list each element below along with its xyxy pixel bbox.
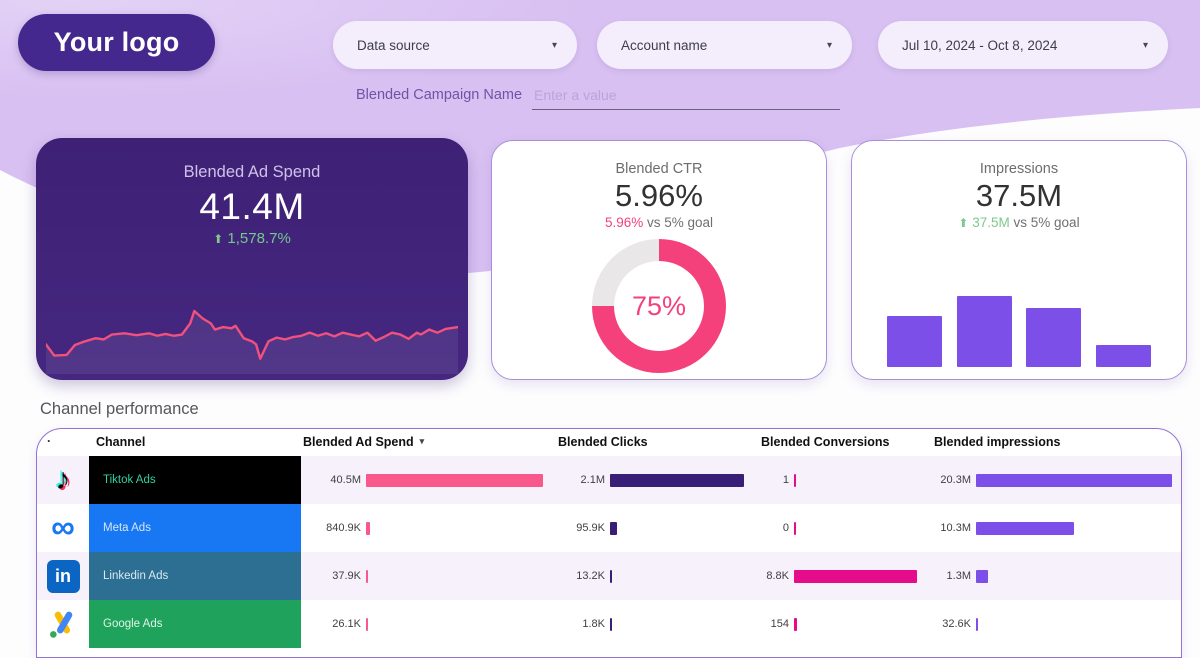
channel-performance-table: . Channel Blended Ad Spend ▾ Blended Clic…	[36, 428, 1182, 658]
impressions-value: 37.5M	[975, 178, 1063, 213]
conversions-bar	[794, 617, 797, 631]
clicks-value: 2.1M	[580, 474, 605, 486]
clicks-value: 95.9K	[576, 522, 605, 534]
conversions-bar	[794, 569, 917, 583]
section-title: Channel performance	[40, 400, 199, 418]
chevron-down-icon: ▾	[551, 39, 557, 51]
conversions-value: 8.8K	[766, 570, 789, 582]
logo: Your logo	[18, 14, 215, 71]
data-source-label: Data source	[357, 37, 430, 53]
bar	[956, 296, 1012, 367]
campaign-filter-row: Blended Campaign Name	[356, 84, 841, 110]
date-range-label: Jul 10, 2024 - Oct 8, 2024	[902, 37, 1058, 53]
impressions-goal-compare: ⬆ 37.5M vs 5% goal	[958, 215, 1080, 230]
ctr-value: 5.96%	[615, 178, 703, 213]
meta-icon: ∞	[51, 507, 75, 545]
bar	[1026, 308, 1082, 367]
table-row[interactable]: Google Ads 26.1K 1.8K 154 32.6K	[37, 600, 1181, 648]
impressions-bar-chart	[887, 291, 1151, 367]
campaign-name-label: Blended Campaign Name	[356, 87, 523, 103]
clicks-bar	[610, 473, 744, 487]
column-header-clicks[interactable]: Blended Clicks	[558, 435, 648, 449]
google-ads-icon	[49, 611, 72, 638]
conversions-value: 0	[782, 522, 789, 534]
ad-spend-delta: ⬆ 1,578.7%	[213, 230, 291, 247]
linkedin-icon: in	[46, 559, 80, 593]
campaign-name-input[interactable]	[532, 84, 841, 110]
account-name-dropdown[interactable]: Account name ▾	[597, 21, 852, 69]
impressions-bar	[976, 473, 1172, 487]
bar	[887, 316, 942, 367]
chevron-down-icon: ▾	[1142, 39, 1148, 51]
clicks-value: 1.8K	[582, 618, 605, 630]
channel-name: Meta Ads	[103, 522, 151, 534]
impressions-title: Impressions	[979, 161, 1059, 177]
channel-name: Tiktok Ads	[103, 474, 156, 486]
impressions-value: 32.6K	[942, 618, 971, 630]
impressions-bar	[976, 569, 988, 583]
column-header-impressions[interactable]: Blended impressions	[934, 435, 1061, 449]
table-row[interactable]: in Linkedin Ads 37.9K 13.2K 8.8K 1.3M	[37, 552, 1181, 600]
ctr-title: Blended CTR	[615, 161, 703, 177]
ctr-card: Blended CTR 5.96% 5.96% vs 5% goal 75%	[491, 140, 827, 380]
column-header-conversions[interactable]: Blended Conversions	[761, 435, 890, 449]
ad-spend-bar	[366, 473, 543, 487]
channel-name: Linkedin Ads	[103, 570, 169, 582]
table-header-row: . Channel Blended Ad Spend ▾ Blended Clic…	[37, 429, 1181, 456]
impressions-bar	[976, 521, 1074, 535]
conversions-bar	[794, 521, 796, 535]
clicks-bar	[610, 569, 612, 583]
bar	[1095, 345, 1151, 367]
account-name-label: Account name	[621, 37, 708, 53]
ad-spend-sparkline	[44, 309, 460, 374]
ad-spend-value: 37.9K	[332, 570, 361, 582]
ctr-goal-compare: 5.96% vs 5% goal	[604, 215, 714, 230]
clicks-bar	[610, 617, 612, 631]
table-corner-label: .	[47, 431, 51, 445]
tiktok-icon: ♪	[55, 463, 71, 496]
clicks-value: 13.2K	[576, 570, 605, 582]
ctr-gauge-label: 75%	[631, 290, 687, 321]
impressions-card: Impressions 37.5M ⬆ 37.5M vs 5% goal	[851, 140, 1187, 380]
ad-spend-bar	[366, 569, 368, 583]
impressions-value: 1.3M	[946, 570, 971, 582]
impressions-value: 10.3M	[940, 522, 971, 534]
column-header-channel: Channel	[96, 435, 146, 449]
impressions-bar	[976, 617, 978, 631]
column-header-ad-spend[interactable]: Blended Ad Spend ▾	[303, 435, 425, 449]
conversions-value: 154	[770, 618, 789, 630]
channel-name: Google Ads	[103, 618, 163, 630]
data-source-dropdown[interactable]: Data source ▾	[333, 21, 577, 69]
ad-spend-bar	[366, 617, 368, 631]
ad-spend-value: 840.9K	[326, 522, 361, 534]
up-arrow-icon: ⬆	[213, 232, 224, 246]
up-arrow-icon: ⬆	[958, 216, 969, 230]
ad-spend-title: Blended Ad Spend	[183, 163, 321, 181]
ad-spend-value: 41.4M	[199, 186, 305, 227]
table-row[interactable]: ♪ Tiktok Ads 40.5M 2.1M 1 20.3M	[37, 456, 1181, 504]
table-row[interactable]: ∞ Meta Ads 840.9K 95.9K 0 10.3M	[37, 504, 1181, 552]
ad-spend-value: 40.5M	[330, 474, 361, 486]
chevron-down-icon: ▾	[826, 39, 832, 51]
impressions-value: 20.3M	[940, 474, 971, 486]
sort-caret-icon: ▾	[419, 436, 425, 446]
conversions-bar	[794, 473, 796, 487]
ad-spend-value: 26.1K	[332, 618, 361, 630]
ctr-gauge: 75%	[592, 239, 726, 373]
ad-spend-bar	[366, 521, 370, 535]
clicks-bar	[610, 521, 617, 535]
date-range-dropdown[interactable]: Jul 10, 2024 - Oct 8, 2024 ▾	[878, 21, 1168, 69]
ad-spend-card: Blended Ad Spend 41.4M ⬆ 1,578.7%	[36, 138, 468, 380]
conversions-value: 1	[782, 474, 789, 486]
logo-text: Your logo	[53, 27, 180, 57]
